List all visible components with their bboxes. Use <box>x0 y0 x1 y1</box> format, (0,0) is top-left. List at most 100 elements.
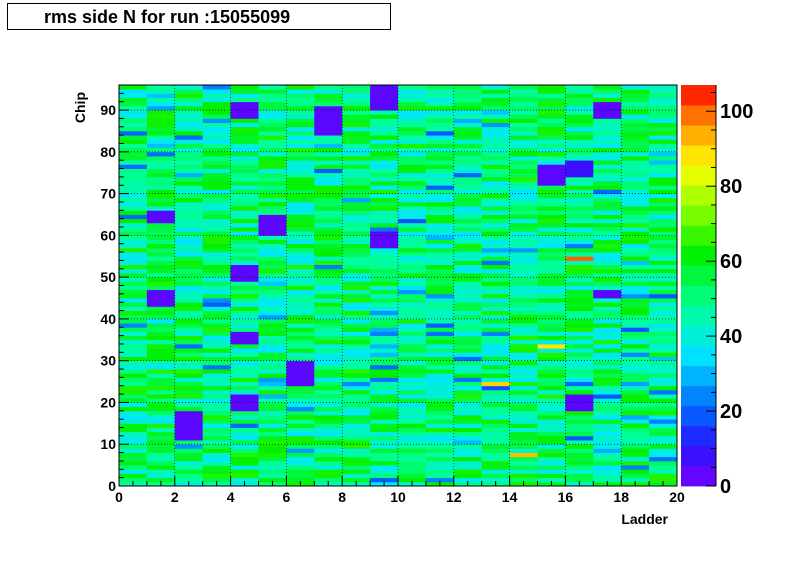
heatmap-cell <box>370 218 399 224</box>
heatmap-cell <box>119 473 148 479</box>
heatmap-cell <box>146 222 176 228</box>
heatmap-cell <box>202 356 231 362</box>
heatmap-cell <box>174 193 204 199</box>
heatmap-cell <box>453 339 483 345</box>
heatmap-cell <box>453 97 483 103</box>
x-tick-label: 18 <box>613 489 629 505</box>
heatmap-cell <box>119 352 148 357</box>
heatmap-cell <box>314 239 343 245</box>
heatmap-cell <box>481 339 510 345</box>
heatmap-cell <box>398 435 427 441</box>
heatmap-cell <box>509 185 538 190</box>
heatmap-cell <box>621 318 650 324</box>
heatmap-cell <box>174 235 204 240</box>
heatmap-cell <box>509 218 538 224</box>
heatmap-cell <box>453 331 483 337</box>
heatmap-cell <box>509 435 538 441</box>
heatmap-cell <box>425 343 455 349</box>
heatmap-cell <box>258 110 287 115</box>
heatmap-cell <box>370 110 399 115</box>
heatmap-cell <box>258 435 287 441</box>
heatmap-cell <box>425 105 455 111</box>
heatmap-cell <box>453 135 483 140</box>
heatmap-cell <box>146 460 176 466</box>
heatmap-cell <box>342 343 371 349</box>
heatmap-cell <box>481 93 510 98</box>
heatmap-cell <box>649 256 678 261</box>
heatmap-cell <box>537 394 566 399</box>
heatmap-cell <box>342 126 371 132</box>
heatmap-cell <box>453 218 483 224</box>
heatmap-cell <box>621 406 650 412</box>
heatmap-cell <box>230 444 259 449</box>
heatmap-cell <box>370 201 399 207</box>
heatmap-cell <box>286 105 315 111</box>
heatmap-cell <box>202 352 231 357</box>
heatmap-cell <box>146 118 176 123</box>
color-scale-band <box>681 225 716 246</box>
y-tick-label: 70 <box>100 186 116 202</box>
heatmap-cell <box>425 151 455 157</box>
heatmap-cell <box>146 231 176 236</box>
heatmap-cell <box>230 89 259 94</box>
heatmap-cell <box>398 339 427 345</box>
heatmap-cell <box>202 126 231 132</box>
heatmap-cell <box>649 227 678 232</box>
heatmap-cell <box>425 465 455 470</box>
heatmap-cell <box>202 331 231 337</box>
heatmap-cell <box>202 431 231 437</box>
heatmap-cell <box>621 419 650 424</box>
heatmap-cell <box>342 201 371 207</box>
heatmap-cell <box>565 122 594 128</box>
heatmap-cell <box>314 247 343 253</box>
heatmap-cell <box>593 218 622 224</box>
heatmap-cell <box>481 185 510 190</box>
heatmap-cell <box>146 281 176 286</box>
heatmap-cell <box>621 185 650 190</box>
heatmap-cell <box>342 406 371 412</box>
heatmap-cell <box>565 364 594 370</box>
heatmap-cell <box>593 348 622 353</box>
heatmap-cell <box>593 356 622 362</box>
heatmap-cell <box>537 126 566 132</box>
heatmap-cell <box>258 260 287 266</box>
heatmap-cell <box>230 256 259 261</box>
heatmap-cell <box>398 473 427 479</box>
heatmap-cell <box>230 227 259 232</box>
heatmap-cell <box>425 435 455 441</box>
heatmap-cell <box>119 197 148 203</box>
heatmap-cell <box>649 410 678 416</box>
heatmap-cell <box>621 256 650 261</box>
heatmap-cell <box>565 110 594 115</box>
heatmap-cell <box>453 373 483 378</box>
heatmap-cell <box>398 281 427 286</box>
heatmap-cell <box>146 160 176 165</box>
heatmap-cell <box>174 105 204 111</box>
heatmap-cell <box>202 218 231 224</box>
heatmap-cell <box>509 256 538 261</box>
heatmap-cell <box>425 373 455 378</box>
heatmap-cell <box>286 193 315 199</box>
heatmap-cell <box>481 323 510 328</box>
heatmap-cell <box>230 339 259 345</box>
heatmap-cell <box>119 469 148 474</box>
heatmap-cell <box>286 423 315 428</box>
heatmap-cell <box>286 306 315 311</box>
heatmap-cell <box>398 364 427 370</box>
heatmap-cell <box>286 243 315 249</box>
heatmap-cell <box>370 260 399 266</box>
heatmap-cell <box>230 435 259 441</box>
heatmap-cell <box>370 460 399 466</box>
heatmap-cell <box>146 298 176 303</box>
heatmap-cell <box>398 139 427 144</box>
heatmap-cell <box>509 172 538 178</box>
heatmap-cell <box>202 89 231 94</box>
heatmap-cell <box>537 440 566 445</box>
heatmap-cell <box>453 89 483 94</box>
heatmap-cell <box>370 465 399 470</box>
heatmap-cell <box>286 323 315 328</box>
heatmap-cell <box>537 156 566 161</box>
heatmap-cell <box>202 369 231 374</box>
heatmap-cell <box>174 201 204 207</box>
heatmap-cell <box>174 247 204 253</box>
